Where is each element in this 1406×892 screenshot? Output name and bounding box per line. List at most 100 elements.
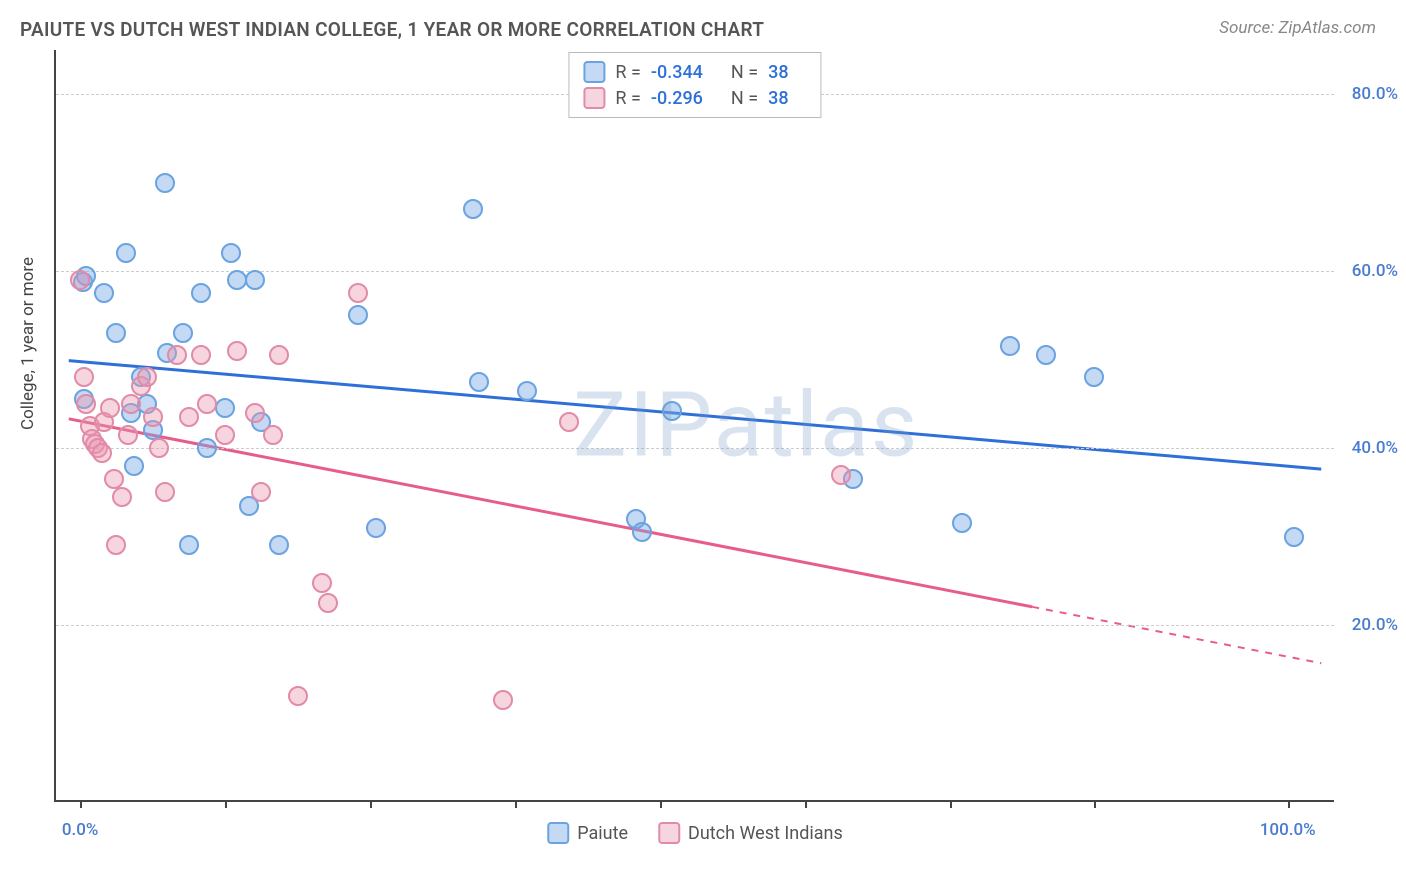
legend-series-item: Dutch West Indians — [658, 822, 843, 844]
scatter-point — [269, 345, 289, 365]
trend-lines-svg — [56, 50, 1334, 800]
scatter-point — [191, 345, 211, 365]
scatter-point — [245, 270, 265, 290]
legend-n-label: N = — [731, 88, 758, 109]
x-tick — [1094, 800, 1096, 808]
scatter-point — [149, 438, 169, 458]
legend-swatch — [547, 822, 569, 844]
scatter-point — [312, 573, 332, 593]
x-tick — [660, 800, 662, 808]
scatter-point — [662, 401, 682, 421]
plot-area: R =-0.344N =38R =-0.296N =38 ZIPatlas Pa… — [54, 50, 1334, 802]
legend-n-value: 38 — [768, 62, 788, 83]
scatter-point — [118, 425, 138, 445]
scatter-point — [269, 535, 289, 555]
x-tick — [1288, 800, 1290, 808]
legend-series-label: Paiute — [577, 823, 628, 844]
source-label: Source: ZipAtlas.com — [1219, 18, 1376, 38]
scatter-point — [124, 456, 144, 476]
y-tick-label: 40.0% — [1352, 438, 1398, 458]
scatter-point — [952, 513, 972, 533]
scatter-point — [70, 270, 90, 290]
legend-r-label: R = — [615, 62, 640, 83]
scatter-point — [215, 398, 235, 418]
scatter-point — [215, 425, 235, 445]
scatter-point — [251, 482, 271, 502]
y-axis-title: College, 1 year or more — [18, 257, 38, 430]
scatter-point — [173, 323, 193, 343]
scatter-point — [227, 341, 247, 361]
scatter-point — [155, 173, 175, 193]
scatter-point — [191, 283, 211, 303]
legend-n-label: N = — [731, 62, 758, 83]
watermark-text: ZIPatlas — [573, 373, 919, 478]
legend-series-item: Paiute — [547, 822, 628, 844]
legend-r-label: R = — [615, 88, 640, 109]
y-tick-label: 60.0% — [1352, 261, 1398, 281]
scatter-point — [94, 283, 114, 303]
x-tick — [515, 800, 517, 808]
legend-stat-row: R = -0.344 N = 38 — [583, 59, 806, 85]
scatter-point — [318, 593, 338, 613]
scatter-point — [1284, 527, 1304, 547]
y-tick-label: 80.0% — [1352, 84, 1398, 104]
x-tick-label: 100.0% — [1260, 820, 1316, 840]
scatter-point — [155, 482, 175, 502]
scatter-point — [143, 407, 163, 427]
x-tick — [225, 800, 227, 808]
scatter-point — [493, 690, 513, 710]
scatter-point — [74, 367, 94, 387]
scatter-point — [106, 535, 126, 555]
legend-series: Paiute Dutch West Indians — [547, 822, 843, 844]
chart-title: PAIUTE VS DUTCH WEST INDIAN COLLEGE, 1 Y… — [20, 18, 764, 41]
legend-n-value: 38 — [768, 88, 788, 109]
scatter-point — [348, 305, 368, 325]
trend-line-extrapolated — [1032, 607, 1321, 663]
x-tick — [950, 800, 952, 808]
scatter-point — [245, 403, 265, 423]
scatter-point — [263, 425, 283, 445]
scatter-point — [76, 394, 96, 414]
scatter-point — [106, 323, 126, 343]
legend-series-label: Dutch West Indians — [688, 823, 843, 844]
scatter-point — [463, 199, 483, 219]
scatter-point — [221, 243, 241, 263]
gridline-h — [56, 625, 1334, 626]
scatter-point — [366, 518, 386, 538]
scatter-point — [831, 465, 851, 485]
scatter-point — [348, 283, 368, 303]
x-tick — [805, 800, 807, 808]
scatter-point — [197, 394, 217, 414]
scatter-point — [100, 398, 120, 418]
scatter-point — [121, 394, 141, 414]
legend-swatch — [658, 822, 680, 844]
x-tick-label: 0.0% — [62, 820, 99, 840]
scatter-point — [632, 522, 652, 542]
scatter-point — [179, 535, 199, 555]
gridline-h — [56, 448, 1334, 449]
scatter-point — [92, 443, 112, 463]
scatter-point — [288, 686, 308, 706]
scatter-point — [137, 367, 157, 387]
scatter-point — [559, 412, 579, 432]
scatter-point — [179, 407, 199, 427]
x-tick — [370, 800, 372, 808]
scatter-point — [167, 345, 187, 365]
scatter-point — [1036, 345, 1056, 365]
scatter-point — [1000, 336, 1020, 356]
legend-swatch — [583, 61, 605, 83]
x-tick — [80, 800, 82, 808]
scatter-point — [197, 438, 217, 458]
scatter-point — [517, 381, 537, 401]
scatter-point — [469, 372, 489, 392]
legend-swatch — [583, 87, 605, 109]
scatter-point — [116, 243, 136, 263]
legend-r-value: -0.344 — [651, 62, 703, 83]
scatter-point — [227, 270, 247, 290]
y-tick-label: 20.0% — [1352, 615, 1398, 635]
legend-correlation-box: R = -0.344 N = 38 R = -0.296 N = 38 — [568, 52, 821, 118]
scatter-point — [112, 487, 132, 507]
legend-r-value: -0.296 — [651, 88, 703, 109]
legend-stat-row: R = -0.296 N = 38 — [583, 85, 806, 111]
scatter-point — [1084, 367, 1104, 387]
